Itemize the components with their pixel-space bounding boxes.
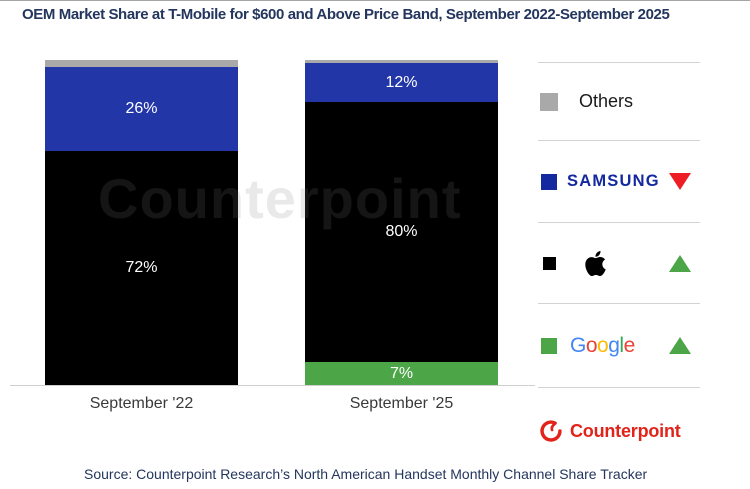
- segment-samsung: 12%: [305, 63, 498, 103]
- trend-down-icon: [669, 173, 691, 190]
- apple-swatch: [543, 256, 556, 270]
- google-letter: l: [619, 333, 624, 357]
- counterpoint-logo-icon: [540, 420, 562, 442]
- legend-row-apple: [538, 222, 700, 303]
- google-letter: G: [570, 333, 586, 357]
- others-swatch: [540, 92, 558, 111]
- counterpoint-logo-text: Counterpoint: [570, 420, 681, 441]
- bar-september-25: 12% 80% 7%: [305, 60, 498, 385]
- samsung-wordmark: SAMSUNG: [567, 172, 660, 190]
- samsung-swatch: [541, 173, 557, 190]
- plot-area: 26% 72% 12% 80% 7%: [10, 60, 535, 386]
- legend-row-others: Others: [538, 62, 700, 140]
- trend-up-icon: [669, 254, 691, 272]
- apple-logo-icon: [583, 250, 608, 277]
- google-letter: o: [597, 333, 609, 357]
- legend-label-others: Others: [579, 91, 634, 111]
- segment-google: 7%: [305, 362, 498, 385]
- segment-apple: 80%: [305, 102, 498, 363]
- google-letter: e: [623, 333, 636, 357]
- counterpoint-logo: Counterpoint: [540, 420, 681, 442]
- google-wordmark: Google: [570, 334, 635, 358]
- bar-september-22: 26% 72%: [45, 60, 238, 385]
- segment-others: [45, 60, 238, 67]
- x-axis-label-september-22: September '22: [89, 395, 194, 412]
- segment-others: [305, 60, 498, 64]
- google-letter: g: [608, 333, 620, 357]
- top-divider: [0, 0, 750, 1]
- trend-up-icon: [669, 337, 691, 354]
- page-title: OEM Market Share at T-Mobile for $600 an…: [22, 6, 670, 23]
- google-swatch: [541, 337, 557, 354]
- legend-row-samsung: SAMSUNG: [538, 140, 700, 222]
- segment-apple: 72%: [45, 151, 238, 385]
- legend: Others SAMSUNG Google: [538, 62, 700, 388]
- source-note: Source: Counterpoint Research’s North Am…: [84, 466, 648, 482]
- x-axis-line: [10, 385, 535, 386]
- x-axis-label-september-25: September '25: [349, 395, 454, 412]
- segment-samsung: 26%: [45, 66, 238, 151]
- google-letter: o: [585, 333, 598, 357]
- legend-row-google: Google: [538, 303, 700, 387]
